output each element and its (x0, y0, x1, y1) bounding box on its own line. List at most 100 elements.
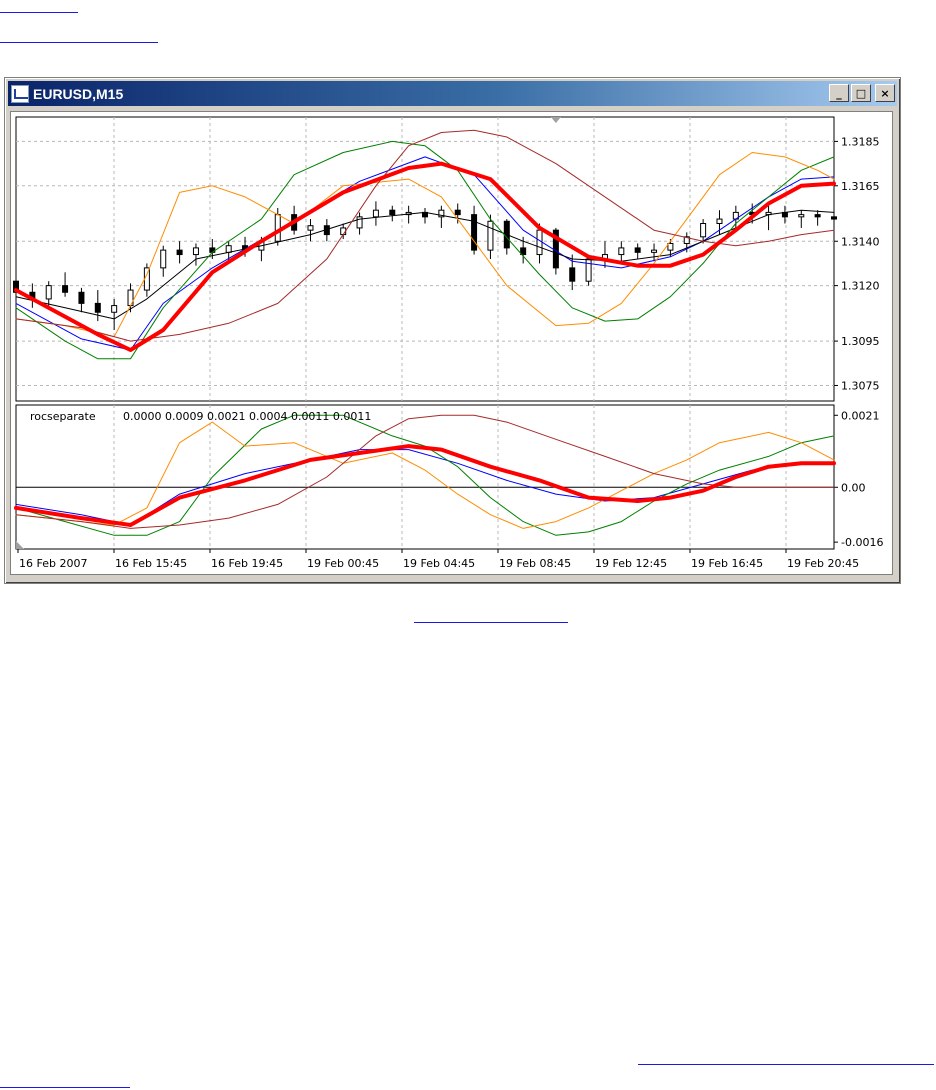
candle (422, 207, 428, 224)
price-series-line (15, 209, 835, 320)
candle-body (438, 209, 445, 218)
candle-body (45, 285, 52, 300)
candle-body (683, 236, 690, 244)
shift-marker-icon (16, 541, 24, 549)
candle (700, 219, 707, 244)
candle-body (716, 218, 723, 224)
x-tick-label: 19 Feb 12:45 (595, 557, 667, 570)
indicator-values: 0.0000 0.0009 0.0021 0.0004 0.0011 0.001… (123, 410, 371, 423)
price-y-tick-label: 1.3120 (841, 280, 880, 293)
candle-body (520, 247, 527, 256)
candle-body (487, 220, 494, 251)
candle-body (618, 247, 625, 256)
indicator-y-tick-label: 0.00 (841, 481, 866, 494)
candle (389, 205, 396, 222)
candle (160, 245, 167, 277)
price-y-tick-label: 1.3095 (841, 335, 880, 348)
candle (438, 205, 445, 228)
candle (111, 298, 118, 330)
maximize-button[interactable]: □ (851, 84, 871, 102)
candle-body (798, 214, 805, 218)
candle (454, 203, 461, 224)
candle (62, 272, 69, 297)
candle (814, 210, 821, 226)
candle-body (634, 247, 641, 253)
candle (471, 205, 478, 255)
x-tick-label: 19 Feb 08:45 (499, 557, 571, 570)
candle-body (94, 302, 101, 313)
indicator-y-tick-label: 0.0021 (841, 409, 880, 422)
candle (732, 205, 739, 228)
candle-body (667, 242, 674, 251)
price-y-tick-label: 1.3185 (841, 135, 880, 148)
price-series-line (15, 156, 835, 351)
candle-body (307, 225, 314, 231)
candle-body (78, 291, 85, 304)
chart-window-icon (11, 84, 29, 103)
candle (192, 243, 199, 266)
candle (618, 241, 625, 264)
candle (601, 241, 608, 268)
x-tick-label: 16 Feb 15:45 (115, 557, 187, 570)
chart-area[interactable]: 16 Feb 2007 16 Feb 15:45 16 Feb 19:45 19 Fe… (10, 111, 893, 575)
price-series-line (14, 161, 836, 352)
link-underline[interactable] (0, 12, 78, 13)
candle-body (569, 267, 576, 282)
indicator-series-line (15, 414, 835, 536)
title-bar[interactable]: EURUSD,M15 _ □ × (8, 81, 897, 106)
indicator-label: rocseparate (30, 410, 96, 423)
link-underline[interactable] (414, 622, 568, 623)
candle-body (814, 214, 821, 218)
candle (503, 219, 510, 255)
x-tick-label: 16 Feb 2007 (19, 557, 87, 570)
candle (45, 281, 52, 306)
candle-body (831, 216, 837, 220)
window-title: EURUSD,M15 (33, 85, 124, 102)
candle-body (585, 258, 592, 282)
candle-body (372, 209, 379, 218)
candle (372, 201, 379, 226)
candle (831, 212, 837, 224)
candle (765, 205, 772, 231)
candle (781, 205, 788, 224)
candle-body (356, 216, 363, 229)
indicator-y-tick-label: -0.0016 (841, 536, 883, 549)
link-underline[interactable] (638, 1064, 934, 1065)
indicator-series-line (15, 414, 835, 529)
candle (634, 243, 641, 259)
candle-body (62, 285, 69, 293)
candle-body (160, 249, 167, 269)
candle-body (700, 223, 707, 238)
candle-body (192, 247, 199, 256)
candle-body (274, 214, 281, 242)
candle-body (651, 249, 658, 253)
close-button[interactable]: × (875, 84, 895, 102)
price-y-tick-label: 1.3165 (841, 180, 880, 193)
x-tick-label: 19 Feb 16:45 (691, 557, 763, 570)
candle (176, 241, 183, 264)
indicator-series-line (14, 444, 836, 527)
candle (78, 287, 85, 313)
candle-body (111, 305, 118, 313)
link-underline[interactable] (0, 42, 158, 43)
candle (29, 283, 36, 308)
candle-body (471, 214, 478, 251)
candle-body (389, 209, 396, 216)
price-panel-frame (15, 116, 835, 402)
candle-body (454, 209, 461, 216)
candle (487, 214, 494, 259)
indicator-series-line (15, 421, 835, 529)
price-y-tick-label: 1.3140 (841, 235, 880, 248)
window-controls: _ □ × (829, 84, 895, 102)
candle-body (225, 245, 232, 253)
chart-shift-icon (550, 117, 561, 123)
candle-body (536, 229, 543, 256)
price-y-tick-label: 1.3075 (841, 379, 880, 392)
chart-canvas[interactable]: 16 Feb 2007 16 Feb 15:45 16 Feb 19:45 19 Fe… (11, 112, 892, 574)
indicator-series-line (15, 449, 835, 526)
chart-window: EURUSD,M15 _ □ × 16 Feb 2007 16 Feb 15:45… (4, 77, 901, 584)
candle (94, 290, 101, 322)
candle (143, 263, 150, 297)
link-underline[interactable] (0, 1087, 130, 1088)
minimize-button[interactable]: _ (829, 84, 849, 102)
